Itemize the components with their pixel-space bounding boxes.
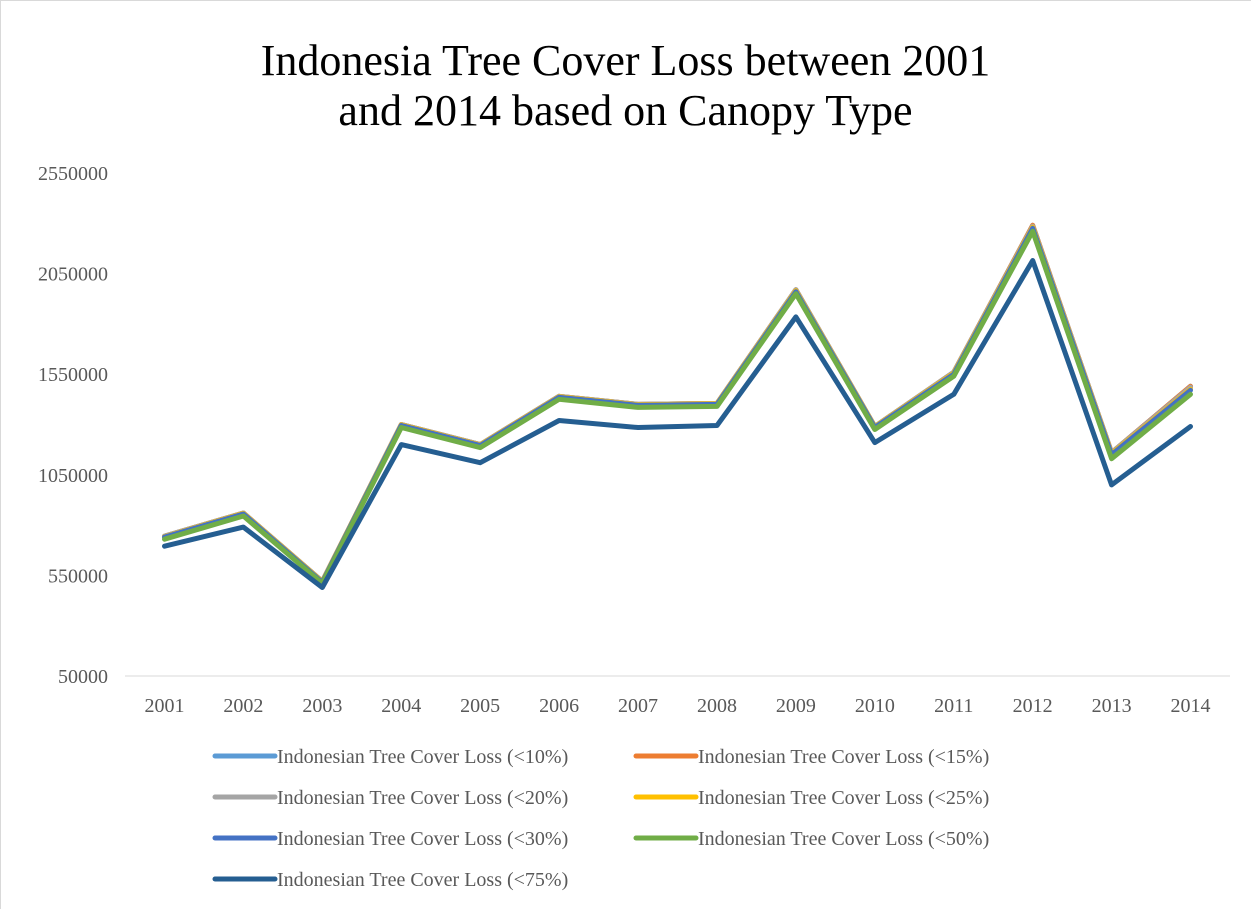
- legend-item: Indonesian Tree Cover Loss (<25%): [633, 787, 989, 809]
- legend-item: Indonesian Tree Cover Loss (<75%): [212, 869, 568, 891]
- chart-title: Indonesia Tree Cover Loss between 2001 a…: [0, 36, 1251, 136]
- legend-item: Indonesian Tree Cover Loss (<20%): [212, 787, 568, 809]
- y-tick-label: 50000: [58, 666, 108, 688]
- x-tick-label: 2003: [302, 695, 342, 717]
- x-tick-label: 2007: [618, 695, 658, 717]
- x-tick-label: 2004: [381, 695, 421, 717]
- x-tick-label: 2013: [1092, 695, 1132, 717]
- series-line-7: [162, 258, 1193, 590]
- y-tick-label: 2550000: [38, 163, 108, 185]
- x-tick-label: 2001: [144, 695, 184, 717]
- chart-title-line-2: and 2014 based on Canopy Type: [338, 86, 913, 135]
- x-tick-label: 2014: [1171, 695, 1211, 717]
- legend-label: Indonesian Tree Cover Loss (<25%): [698, 787, 989, 809]
- series-lines: [162, 222, 1193, 590]
- y-axis-ticks: 2550000 2050000 1550000 1050000 550000 50000: [38, 163, 108, 688]
- x-axis-ticks: 2001 2002 2003 2004 2005 2006 2007 2008 2009 2010…: [144, 695, 1210, 717]
- legend-item: Indonesian Tree Cover Loss (<10%): [212, 746, 568, 768]
- x-tick-label: 2011: [934, 695, 973, 717]
- x-tick-label: 2012: [1013, 695, 1053, 717]
- chart-title-line-1: Indonesia Tree Cover Loss between 2001: [260, 36, 991, 85]
- legend: Indonesian Tree Cover Loss (<10%) Indones…: [212, 746, 989, 891]
- y-tick-label: 2050000: [38, 264, 108, 286]
- legend-label: Indonesian Tree Cover Loss (<15%): [698, 746, 989, 768]
- y-tick-label: 550000: [48, 565, 108, 587]
- x-tick-label: 2002: [223, 695, 263, 717]
- legend-label: Indonesian Tree Cover Loss (<10%): [277, 746, 568, 768]
- x-tick-label: 2005: [460, 695, 500, 717]
- legend-label: Indonesian Tree Cover Loss (<50%): [698, 828, 989, 850]
- legend-item: Indonesian Tree Cover Loss (<30%): [212, 828, 568, 850]
- y-tick-label: 1550000: [38, 364, 108, 386]
- series-line-6: [162, 228, 1193, 586]
- legend-label: Indonesian Tree Cover Loss (<75%): [277, 869, 568, 891]
- legend-item: Indonesian Tree Cover Loss (<15%): [633, 746, 989, 768]
- legend-label: Indonesian Tree Cover Loss (<30%): [277, 828, 568, 850]
- x-tick-label: 2006: [539, 695, 579, 717]
- legend-item: Indonesian Tree Cover Loss (<50%): [633, 828, 989, 850]
- y-tick-label: 1050000: [38, 465, 108, 487]
- x-tick-label: 2008: [697, 695, 737, 717]
- x-tick-label: 2009: [776, 695, 816, 717]
- legend-label: Indonesian Tree Cover Loss (<20%): [277, 787, 568, 809]
- x-tick-label: 2010: [855, 695, 895, 717]
